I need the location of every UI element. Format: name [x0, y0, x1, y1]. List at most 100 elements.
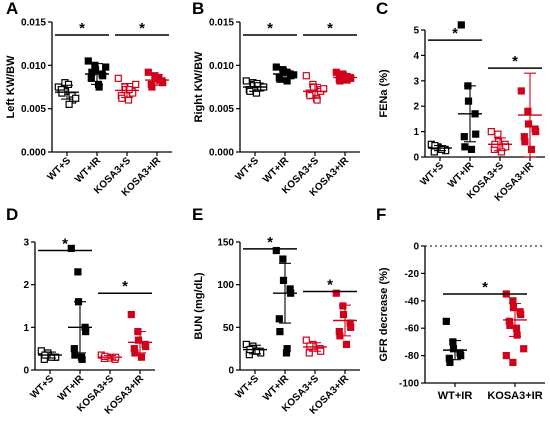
- data-point: [457, 21, 465, 29]
- data-point: [472, 130, 480, 138]
- data-point: [276, 328, 284, 336]
- significance-star: *: [482, 279, 488, 296]
- y-tick-label: 2: [413, 102, 419, 113]
- x-tick-label: WT+S: [418, 160, 446, 188]
- y-tick-label: 0: [413, 242, 419, 253]
- y-tick-label: -20: [405, 269, 420, 280]
- panel-letter: E: [192, 205, 203, 224]
- data-point: [118, 94, 126, 102]
- data-point: [67, 244, 75, 252]
- data-point: [506, 321, 514, 330]
- data-point: [512, 324, 521, 332]
- data-point: [339, 302, 347, 310]
- data-point: [509, 304, 518, 312]
- data-point: [84, 57, 92, 65]
- data-point: [494, 130, 502, 138]
- data-point: [497, 148, 506, 156]
- data-point: [517, 87, 525, 95]
- significance-star: *: [452, 25, 458, 42]
- data-point: [144, 68, 152, 76]
- significance-star: *: [267, 234, 273, 251]
- significance-star: *: [139, 20, 145, 37]
- data-point: [306, 342, 314, 350]
- y-tick-label: 3: [413, 76, 419, 87]
- data-point: [272, 246, 280, 255]
- data-point: [279, 255, 287, 263]
- data-point: [446, 358, 454, 367]
- data-point: [70, 345, 78, 353]
- x-tick-label: WT+S: [28, 373, 56, 401]
- data-point: [78, 355, 86, 363]
- data-point: [148, 83, 156, 91]
- x-tick-label: WT+IR: [438, 390, 473, 402]
- data-point: [487, 128, 495, 136]
- data-point: [460, 133, 468, 141]
- data-point: [302, 336, 310, 344]
- data-point: [520, 345, 528, 353]
- y-tick-label: -100: [399, 379, 419, 390]
- data-point: [513, 331, 521, 339]
- panel-letter: B: [192, 0, 204, 18]
- x-tick-label: KOSA3+IR: [487, 390, 542, 402]
- y-tick-label: 5: [413, 26, 419, 37]
- y-tick-label: 0.010: [209, 61, 234, 72]
- data-point: [302, 72, 310, 80]
- data-point: [65, 100, 73, 108]
- data-point: [430, 148, 438, 156]
- y-tick-label: 50: [223, 323, 235, 334]
- y-tick-label: 0: [23, 366, 29, 377]
- data-point: [283, 345, 291, 353]
- y-tick-label: -80: [405, 351, 420, 362]
- data-point: [449, 338, 457, 346]
- y-tick-label: 1: [413, 127, 419, 138]
- y-tick-label: 0.000: [209, 148, 234, 159]
- y-tick-label: -40: [405, 296, 420, 307]
- panel-letter: A: [6, 0, 18, 18]
- data-point: [509, 297, 517, 305]
- data-point: [87, 74, 95, 82]
- data-point: [74, 268, 82, 276]
- significance-star: *: [62, 236, 68, 253]
- data-point: [125, 85, 133, 94]
- y-tick-label: 0.000: [21, 148, 46, 159]
- data-point: [313, 96, 321, 104]
- data-point: [142, 342, 150, 351]
- significance-star: *: [122, 278, 128, 295]
- y-tick-label: 1: [23, 323, 29, 334]
- significance-star: *: [267, 20, 273, 37]
- data-point: [134, 336, 143, 344]
- data-point: [272, 63, 280, 71]
- data-point: [347, 323, 355, 331]
- y-axis-label: FENa (%): [378, 69, 390, 118]
- data-point: [464, 97, 473, 105]
- y-axis-label: Left KW/BW: [5, 55, 17, 119]
- y-tick-label: 0: [228, 366, 234, 377]
- y-tick-label: 0: [413, 153, 419, 164]
- y-tick-label: 2: [23, 280, 29, 291]
- y-tick-label: 0.005: [21, 104, 46, 115]
- data-point: [47, 353, 56, 361]
- y-tick-label: 0.010: [21, 61, 46, 72]
- data-point: [467, 145, 476, 153]
- y-tick-label: 150: [217, 238, 234, 249]
- panel-letter: F: [376, 205, 386, 224]
- significance-star: *: [79, 20, 85, 37]
- significance-star: *: [327, 20, 333, 37]
- data-point: [524, 107, 532, 115]
- data-point: [64, 80, 73, 89]
- data-point: [37, 347, 45, 355]
- panel: DSerum Cr (mg/dL)0123WT+SWT+IRKOSA3+SKOS…: [6, 205, 155, 417]
- data-point: [114, 74, 122, 82]
- data-point: [58, 89, 66, 97]
- data-point: [339, 310, 348, 319]
- data-point: [305, 349, 313, 357]
- data-point: [502, 352, 510, 360]
- panel-letter: D: [6, 205, 18, 224]
- data-point: [252, 89, 261, 97]
- data-point: [279, 276, 288, 284]
- data-point: [461, 143, 469, 151]
